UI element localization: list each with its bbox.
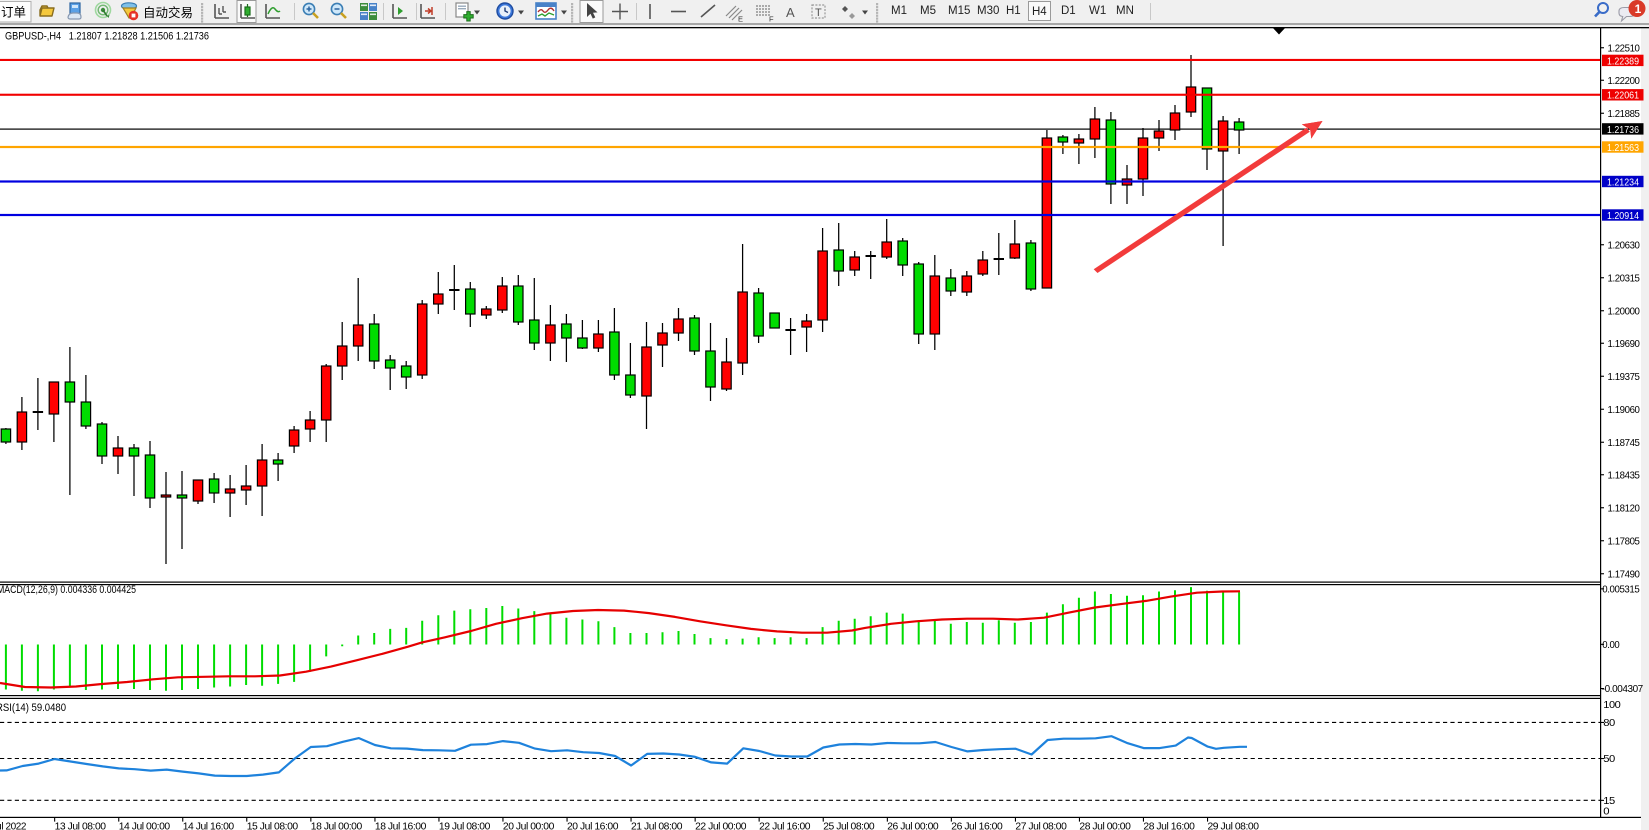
svg-text:15: 15 bbox=[1603, 795, 1615, 807]
svg-text:80: 80 bbox=[1603, 717, 1615, 729]
svg-text:28 Jul 00:00: 28 Jul 00:00 bbox=[1079, 821, 1131, 830]
svg-text:1.20630: 1.20630 bbox=[1608, 239, 1641, 251]
svg-text:1.17490: 1.17490 bbox=[1608, 568, 1641, 580]
svg-text:1.18120: 1.18120 bbox=[1608, 502, 1641, 514]
svg-text:1.21885: 1.21885 bbox=[1608, 108, 1641, 120]
svg-text:20 Jul 16:00: 20 Jul 16:00 bbox=[567, 821, 619, 830]
svg-text:14 Jul 16:00: 14 Jul 16:00 bbox=[183, 821, 235, 830]
svg-text:1.21563: 1.21563 bbox=[1607, 142, 1639, 154]
svg-text:0.005315: 0.005315 bbox=[1602, 583, 1640, 595]
svg-text:1.18745: 1.18745 bbox=[1608, 437, 1641, 449]
svg-text:12 Jul 2022: 12 Jul 2022 bbox=[0, 821, 27, 830]
svg-text:GBPUSD-,H4 1.21807 1.21828 1: GBPUSD-,H4 1.21807 1.21828 1.21506 1.217… bbox=[5, 31, 209, 43]
svg-text:0: 0 bbox=[1603, 805, 1609, 817]
svg-text:1.17805: 1.17805 bbox=[1608, 535, 1641, 547]
svg-text:订单: 订单 bbox=[1, 6, 26, 20]
svg-text:T: T bbox=[815, 7, 822, 19]
svg-text:自动交易: 自动交易 bbox=[143, 5, 193, 20]
svg-text:1.22200: 1.22200 bbox=[1608, 75, 1641, 87]
svg-text:0.00: 0.00 bbox=[1602, 639, 1620, 651]
svg-text:MACD(12,26,9) 0.004336 0.00442: MACD(12,26,9) 0.004336 0.004425 bbox=[0, 584, 136, 596]
svg-text:F: F bbox=[769, 15, 774, 24]
svg-text:1.18435: 1.18435 bbox=[1608, 469, 1641, 481]
svg-text:18 Jul 16:00: 18 Jul 16:00 bbox=[375, 821, 427, 830]
svg-text:1.22510: 1.22510 bbox=[1608, 42, 1641, 54]
svg-text:25 Jul 08:00: 25 Jul 08:00 bbox=[823, 821, 875, 830]
svg-text:1.22389: 1.22389 bbox=[1607, 55, 1639, 67]
svg-text:22 Jul 00:00: 22 Jul 00:00 bbox=[695, 821, 747, 830]
svg-text:28 Jul 16:00: 28 Jul 16:00 bbox=[1143, 821, 1195, 830]
svg-text:1.19060: 1.19060 bbox=[1608, 404, 1641, 416]
svg-text:100: 100 bbox=[1603, 699, 1621, 711]
svg-text:26 Jul 16:00: 26 Jul 16:00 bbox=[951, 821, 1003, 830]
svg-text:1.21234: 1.21234 bbox=[1607, 176, 1639, 188]
svg-text:18 Jul 00:00: 18 Jul 00:00 bbox=[311, 821, 363, 830]
svg-text:22 Jul 16:00: 22 Jul 16:00 bbox=[759, 821, 811, 830]
svg-text:RSI(14) 59.0480: RSI(14) 59.0480 bbox=[0, 702, 66, 714]
svg-text:13 Jul 08:00: 13 Jul 08:00 bbox=[55, 821, 107, 830]
svg-text:1.19690: 1.19690 bbox=[1608, 338, 1641, 350]
svg-text:1.20315: 1.20315 bbox=[1608, 272, 1641, 284]
svg-text:26 Jul 00:00: 26 Jul 00:00 bbox=[887, 821, 939, 830]
svg-text:27 Jul 08:00: 27 Jul 08:00 bbox=[1015, 821, 1067, 830]
svg-text:19 Jul 08:00: 19 Jul 08:00 bbox=[439, 821, 491, 830]
svg-text:E: E bbox=[738, 15, 743, 24]
svg-text:1.22061: 1.22061 bbox=[1607, 90, 1639, 102]
svg-text:29 Jul 08:00: 29 Jul 08:00 bbox=[1208, 821, 1260, 830]
svg-text:1.19375: 1.19375 bbox=[1608, 371, 1641, 383]
svg-text:-0.004307: -0.004307 bbox=[1602, 683, 1644, 695]
svg-text:20 Jul 00:00: 20 Jul 00:00 bbox=[503, 821, 555, 830]
svg-text:50: 50 bbox=[1603, 753, 1615, 765]
svg-text:1.21736: 1.21736 bbox=[1607, 124, 1639, 136]
svg-text:14 Jul 00:00: 14 Jul 00:00 bbox=[119, 821, 171, 830]
svg-text:15 Jul 08:00: 15 Jul 08:00 bbox=[247, 821, 299, 830]
svg-text:A: A bbox=[786, 5, 795, 20]
svg-text:1.20000: 1.20000 bbox=[1608, 305, 1641, 317]
svg-text:21 Jul 08:00: 21 Jul 08:00 bbox=[631, 821, 683, 830]
svg-text:1.20914: 1.20914 bbox=[1607, 210, 1639, 222]
svg-text:1: 1 bbox=[1635, 2, 1642, 16]
